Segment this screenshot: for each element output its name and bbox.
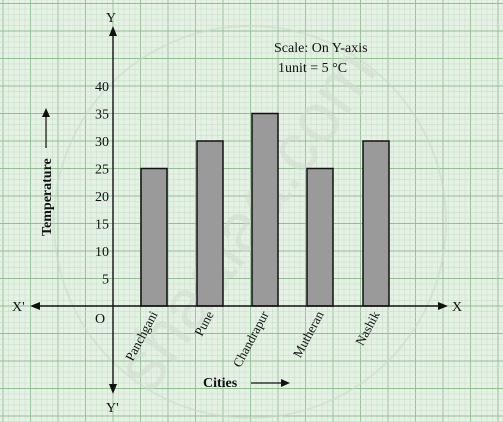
- scale-note-line1: Scale: On Y-axis: [274, 41, 368, 56]
- bar-nashik: [362, 140, 390, 307]
- y-axis-arrow-up: [109, 26, 117, 36]
- y-axis-title: Temperature: [40, 108, 55, 236]
- y-tick-labels: 5 10 15 20 25 30 35 40: [95, 80, 109, 288]
- y-tick-label: 40: [95, 80, 109, 95]
- y-tick-label: 30: [95, 135, 109, 150]
- y-tick-label: 35: [95, 108, 109, 123]
- watermark-circle: [53, 25, 447, 419]
- bar-mutheran: [306, 167, 334, 307]
- bar-pune: [196, 140, 224, 307]
- y-tick-label: 10: [95, 245, 109, 260]
- y-tick-label: 15: [95, 218, 109, 233]
- y-tick-label: 20: [95, 190, 109, 205]
- x-axis-label: Cities: [203, 376, 238, 391]
- x-axis-arrow-left: [30, 302, 40, 310]
- y-tick-label: 25: [95, 163, 109, 178]
- origin-label: O: [95, 312, 105, 327]
- scale-note-line2: 1unit = 5 °C: [278, 61, 347, 76]
- y-axis-arrow-down: [109, 384, 117, 394]
- bar-chandrapur: [251, 112, 279, 307]
- y-tick-label: 5: [102, 273, 109, 288]
- x-axis-arrow-right: [438, 302, 448, 310]
- x-axis-title: Cities: [203, 376, 290, 391]
- y-axis-label: Temperature: [40, 158, 55, 236]
- axis-label-y-pos: Y: [106, 11, 116, 26]
- axis-label-x-pos: X: [452, 300, 462, 315]
- bar-panchgani: [140, 167, 168, 307]
- x-axis-title-arrowhead: [281, 379, 290, 387]
- y-axis-title-arrowhead: [42, 108, 50, 117]
- axes: [30, 26, 448, 394]
- axis-label-y-neg: Y': [106, 401, 119, 416]
- axis-label-x-neg: X': [12, 300, 25, 315]
- bars: [140, 112, 390, 307]
